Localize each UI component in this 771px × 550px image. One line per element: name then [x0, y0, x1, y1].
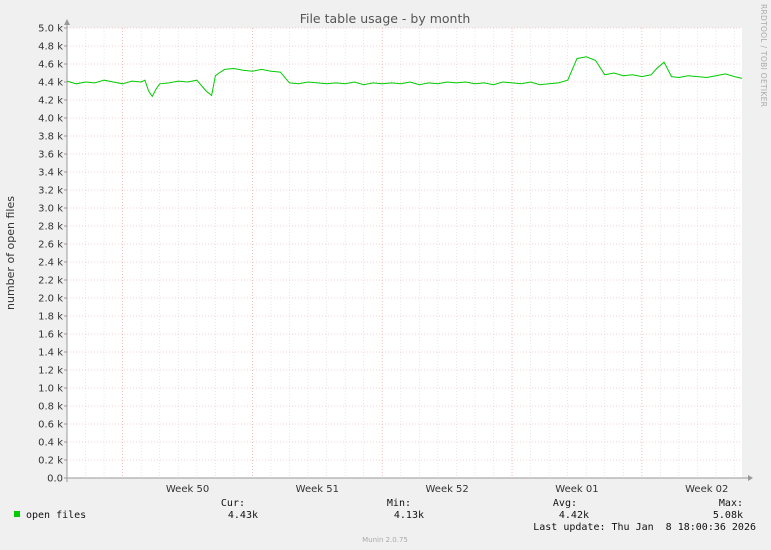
legend-min-label: Min: [387, 498, 411, 509]
y-tick-label: 2.4 k [38, 258, 63, 269]
y-tick-label: 2.2 k [38, 276, 63, 287]
legend-swatch-open-files [14, 511, 20, 517]
x-axis-arrow [748, 475, 753, 481]
legend-cur-value: 4.43k [228, 510, 258, 521]
y-tick-label: 0.6 k [38, 420, 63, 431]
major-grid [64, 27, 742, 479]
rrdtool-credit: RRDTOOL / TOBI OETIKER [759, 4, 768, 107]
y-tick-labels: 0.0 0.2 k 0.4 k 0.6 k 0.8 k 1.0 k 1.2 k 1.4 k 1.… [38, 24, 63, 485]
y-tick-label: 0.2 k [38, 456, 63, 467]
y-tick-label: 1.6 k [38, 330, 63, 341]
legend-max-value: 5.08k [713, 510, 743, 521]
y-tick-label: 4.0 k [38, 114, 63, 125]
legend-max-label: Max: [719, 498, 743, 509]
munin-version: Munin 2.0.75 [362, 536, 408, 544]
chart-title: File table usage - by month [300, 11, 471, 26]
y-tick-label: 5.0 k [38, 24, 63, 35]
series-layer [66, 56, 743, 98]
minor-grid [85, 28, 735, 478]
legend-min-value: 4.13k [394, 510, 424, 521]
y-axis-arrow [64, 19, 70, 25]
y-tick-label: 4.8 k [38, 42, 63, 53]
y-tick-label: 1.4 k [38, 348, 63, 359]
y-tick-label: 0.8 k [38, 402, 63, 413]
y-tick-label: 3.4 k [38, 168, 63, 179]
x-tick-label: Week 50 [166, 484, 209, 495]
y-tick-label: 1.8 k [38, 312, 63, 323]
x-tick-label: Week 02 [685, 484, 728, 495]
x-tick-label: Week 52 [425, 484, 468, 495]
y-axis-label: number of open files [4, 196, 17, 310]
y-tick-label: 4.4 k [38, 78, 63, 89]
legend-cur-label: Cur: [221, 498, 245, 509]
plot-area [67, 28, 742, 478]
y-tick-label: 2.6 k [38, 240, 63, 251]
y-tick-label: 3.6 k [38, 150, 63, 161]
legend-series-name: open files [26, 510, 86, 521]
legend-avg-label: Avg: [553, 498, 577, 509]
y-tick-label: 1.2 k [38, 366, 63, 377]
x-tick-label: Week 51 [296, 484, 339, 495]
y-tick-label: 0.4 k [38, 438, 63, 449]
series-line-open-files [66, 56, 743, 98]
y-tick-label: 2.0 k [38, 294, 63, 305]
y-tick-label: 4.2 k [38, 96, 63, 107]
legend-avg-value: 4.42k [559, 510, 589, 521]
x-tick-labels: Week 50 Week 51 Week 52 Week 01 Week 02 [166, 484, 729, 495]
x-tick-label: Week 01 [555, 484, 598, 495]
last-update: Last update: Thu Jan 8 18:00:36 2026 [533, 522, 756, 533]
y-tick-label: 3.8 k [38, 132, 63, 143]
y-tick-label: 0.0 [47, 474, 63, 485]
y-tick-label: 2.8 k [38, 222, 63, 233]
y-tick-label: 3.2 k [38, 186, 63, 197]
y-tick-label: 4.6 k [38, 60, 63, 71]
y-tick-label: 3.0 k [38, 204, 63, 215]
y-tick-label: 1.0 k [38, 384, 63, 395]
